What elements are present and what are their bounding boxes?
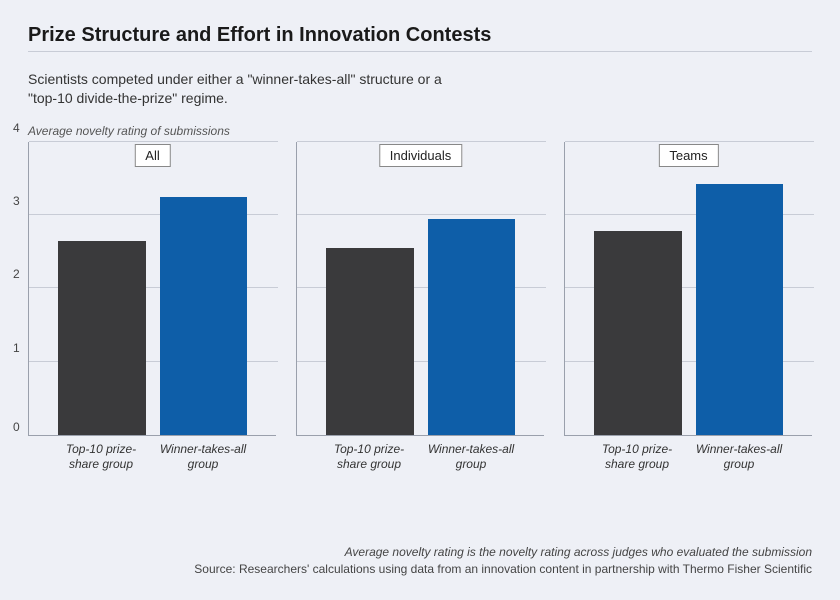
- bars-group: [297, 142, 544, 435]
- panel-label: All: [134, 144, 170, 167]
- footer: Average novelty rating is the novelty ra…: [28, 544, 812, 578]
- x-labels: Top-10 prize-share group Winner-takes-al…: [28, 436, 276, 472]
- y-axis-title: Average novelty rating of submissions: [28, 124, 812, 138]
- x-label: Top-10 prize-share group: [593, 442, 681, 472]
- bars-group: [29, 142, 276, 435]
- panel-teams: Teams Top-10 prize-share group Winner-ta…: [564, 142, 812, 472]
- ytick-label: 0: [13, 420, 20, 434]
- chart-subtitle: Scientists competed under either a "winn…: [28, 70, 468, 108]
- bar-prize-share: [58, 241, 146, 435]
- panel-individuals: Individuals Top-10 prize-share group Win…: [296, 142, 544, 472]
- x-label: Winner-takes-all group: [695, 442, 783, 472]
- bar-winner-takes-all: [696, 184, 784, 435]
- x-label: Winner-takes-all group: [159, 442, 247, 472]
- x-labels: Top-10 prize-share group Winner-takes-al…: [296, 436, 544, 472]
- chart-title: Prize Structure and Effort in Innovation…: [28, 24, 812, 47]
- title-divider: [28, 51, 812, 52]
- x-label: Top-10 prize-share group: [57, 442, 145, 472]
- ytick-label: 4: [13, 121, 20, 135]
- bar-prize-share: [326, 248, 414, 435]
- bar-winner-takes-all: [160, 197, 248, 435]
- x-label: Top-10 prize-share group: [325, 442, 413, 472]
- chart-container: Prize Structure and Effort in Innovation…: [0, 0, 840, 600]
- plot-area: 0 1 2 3 4 All: [28, 142, 276, 436]
- bar-winner-takes-all: [428, 219, 516, 435]
- x-labels: Top-10 prize-share group Winner-takes-al…: [564, 436, 812, 472]
- bars-group: [565, 142, 812, 435]
- panels-row: 0 1 2 3 4 All Top-10 prize-share group W…: [28, 142, 812, 472]
- panel-label: Teams: [658, 144, 718, 167]
- ytick-label: 2: [13, 267, 20, 281]
- source-line: Source: Researchers' calculations using …: [28, 561, 812, 578]
- x-label: Winner-takes-all group: [427, 442, 515, 472]
- ytick-label: 3: [13, 194, 20, 208]
- plot-area: Individuals: [296, 142, 544, 436]
- plot-area: Teams: [564, 142, 812, 436]
- panel-all: 0 1 2 3 4 All Top-10 prize-share group W…: [28, 142, 276, 472]
- ytick-label: 1: [13, 341, 20, 355]
- panel-label: Individuals: [379, 144, 462, 167]
- bar-prize-share: [594, 231, 682, 435]
- footnote: Average novelty rating is the novelty ra…: [28, 544, 812, 561]
